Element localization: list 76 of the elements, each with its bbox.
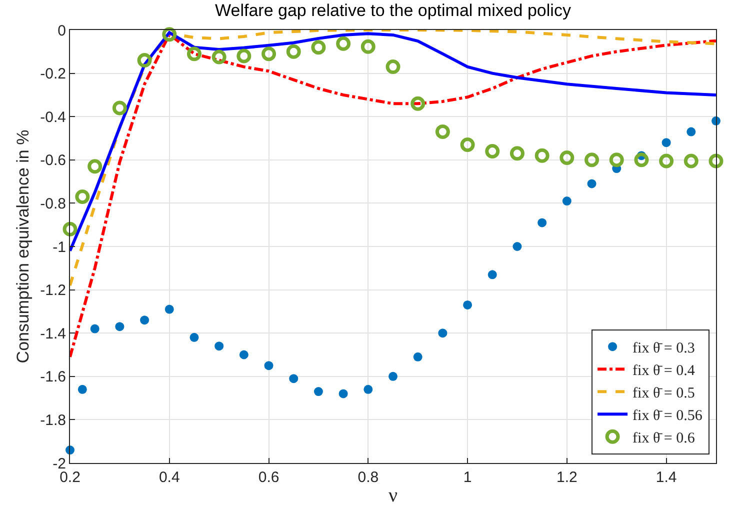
point (88, 159, 102, 174)
point (214, 342, 224, 351)
point (438, 328, 448, 338)
point (162, 27, 177, 42)
x-tick-label: 0.6 (258, 469, 280, 486)
point (239, 350, 248, 360)
point (212, 50, 226, 64)
y-tick-label: -1.6 (40, 368, 66, 386)
x-tick-label: 0.8 (358, 469, 379, 486)
point (534, 148, 550, 163)
point (388, 372, 398, 381)
point (488, 270, 497, 280)
point (338, 389, 348, 398)
point (186, 46, 202, 62)
point (410, 96, 426, 111)
x-tick-label: 1.4 (656, 469, 677, 486)
y-tick-label: -0.2 (40, 66, 66, 83)
x-tick-label: 1 (463, 469, 472, 486)
point (286, 44, 301, 59)
point (485, 144, 500, 158)
legend-label: fix θ̄ = 0.3 (632, 340, 695, 356)
y-tick-label: -1.2 (40, 282, 66, 300)
point (140, 316, 150, 325)
y-tick-label: -0.8 (40, 195, 66, 212)
legend-label: fix θ̄ = 0.6 (632, 430, 696, 446)
point (386, 60, 400, 74)
chart-title: Welfare gap relative to the optimal mixed policy (215, 0, 572, 20)
x-axis-title: ν (388, 484, 398, 506)
point (115, 322, 124, 332)
point (78, 384, 87, 394)
x-tick-label: 0.4 (158, 469, 180, 486)
point (684, 154, 698, 168)
point (584, 152, 600, 168)
point (562, 196, 572, 206)
point (90, 324, 100, 334)
point (463, 300, 472, 310)
point (587, 179, 596, 188)
y-tick-label: 0 (58, 22, 66, 40)
point (686, 127, 696, 136)
point (262, 46, 276, 62)
point (708, 154, 724, 168)
point (512, 242, 522, 251)
point (360, 39, 376, 54)
point (662, 138, 671, 148)
y-axis-title: Consumption equivalence in % (14, 130, 33, 364)
point (510, 146, 524, 161)
point (538, 218, 547, 228)
point (364, 384, 373, 394)
legend-label: fix θ̄ = 0.56 (632, 408, 703, 424)
point (62, 222, 78, 236)
point (112, 100, 127, 116)
y-tick-label: -1.4 (40, 325, 66, 342)
point (190, 332, 199, 342)
point (289, 374, 298, 384)
y-tick-label: -0.4 (40, 108, 66, 126)
point (75, 189, 90, 204)
legend-label: fix θ̄ = 0.4 (632, 362, 696, 379)
y-tick-label: -1 (52, 238, 66, 256)
point (435, 124, 450, 140)
point (659, 154, 674, 168)
point (137, 53, 152, 68)
point (336, 36, 351, 51)
point (560, 150, 574, 165)
legend-label: fix θ̄ = 0.5 (632, 385, 695, 402)
point (460, 138, 475, 152)
y-tick-label: -1.8 (40, 412, 66, 429)
point (413, 352, 422, 362)
y-tick-label: -0.6 (40, 152, 66, 170)
point (314, 387, 323, 396)
x-tick-label: 1.2 (556, 469, 578, 486)
point (311, 40, 326, 55)
point (264, 361, 274, 370)
point (236, 48, 252, 64)
point (634, 152, 649, 168)
point (609, 152, 624, 168)
point (164, 304, 174, 314)
